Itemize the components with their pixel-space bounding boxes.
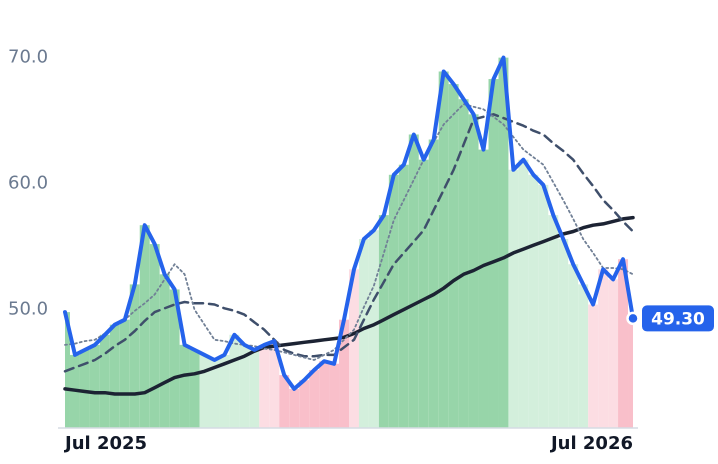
area-column	[189, 349, 200, 428]
area-column	[548, 215, 559, 428]
area-column	[398, 164, 409, 428]
area-column	[478, 149, 489, 428]
area-column	[458, 99, 469, 428]
area-column	[358, 239, 369, 428]
area-column	[179, 344, 190, 428]
area-column	[279, 375, 290, 428]
x-tick-label: Jul 2025	[63, 433, 147, 454]
area-column	[159, 274, 170, 428]
y-tick-label: 70.0	[8, 47, 48, 68]
area-column	[219, 354, 230, 428]
area-column	[89, 344, 100, 428]
area-column	[249, 349, 260, 428]
area-column	[119, 319, 130, 428]
area-column	[109, 324, 120, 428]
area-column	[169, 289, 180, 428]
area-column	[368, 230, 379, 428]
area-column	[578, 284, 589, 428]
area-column	[428, 139, 439, 429]
area-column	[438, 71, 449, 429]
area-column	[388, 174, 399, 428]
area-column	[488, 79, 499, 429]
area-column	[568, 264, 579, 428]
area-column	[618, 259, 629, 428]
area-column	[518, 159, 529, 428]
area-column	[448, 84, 459, 428]
area-column	[209, 359, 220, 428]
area-column	[538, 184, 549, 428]
series-line	[63, 215, 635, 396]
area-column	[229, 334, 240, 428]
area-column	[508, 169, 519, 429]
area-column	[408, 134, 419, 428]
x-tick-label: Jul 2026	[549, 433, 633, 454]
area-column	[598, 269, 609, 428]
area-column	[149, 244, 160, 428]
area-column	[79, 349, 90, 428]
area-column	[329, 363, 340, 428]
area-column	[99, 334, 110, 428]
area-column	[588, 304, 599, 428]
area-column	[299, 380, 310, 428]
series-line	[63, 55, 635, 391]
last-point	[626, 311, 640, 326]
area-column	[608, 279, 619, 428]
area-column	[289, 388, 300, 428]
area-column	[309, 370, 320, 428]
series-line	[63, 113, 635, 373]
area-column	[129, 284, 140, 428]
area-column	[239, 344, 250, 428]
area-column	[339, 319, 349, 428]
area-column	[199, 354, 210, 428]
area-column	[139, 225, 150, 428]
area-column	[558, 239, 569, 428]
value-label-box	[642, 305, 714, 332]
area-column	[259, 344, 270, 428]
value-label: 49.30	[651, 309, 705, 329]
area-column	[269, 341, 280, 428]
series-line	[64, 103, 634, 361]
area-column	[349, 269, 359, 428]
area-column	[498, 57, 509, 429]
y-tick-label: 50.0	[8, 299, 48, 320]
area-column	[319, 361, 330, 428]
area-column	[628, 318, 633, 428]
area-column	[418, 159, 429, 428]
area-column	[528, 174, 539, 428]
y-tick-label: 60.0	[8, 173, 48, 194]
